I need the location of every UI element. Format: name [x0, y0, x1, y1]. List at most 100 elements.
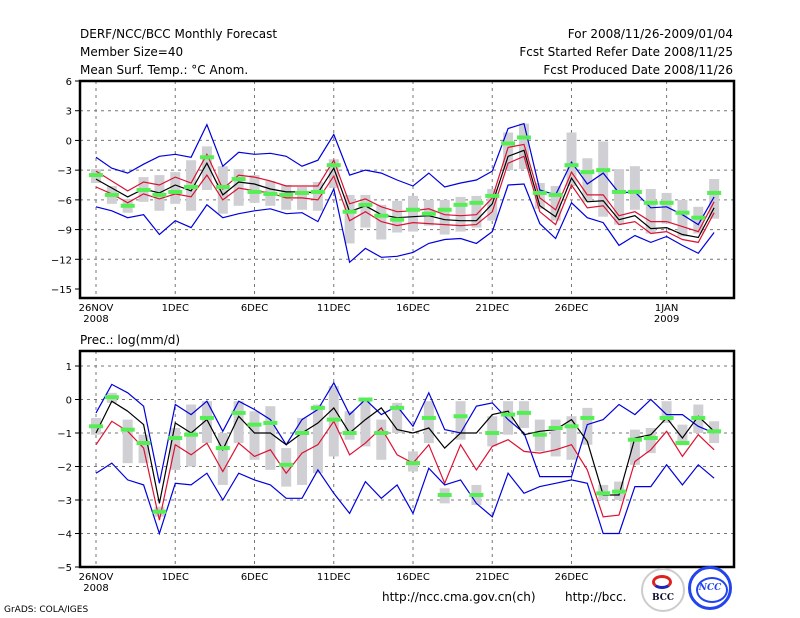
spread-bar — [598, 141, 609, 217]
series-line-max — [95, 381, 715, 484]
spread-bar — [566, 132, 577, 186]
median-marker — [310, 405, 325, 410]
median-marker — [516, 135, 531, 140]
median-marker — [215, 446, 230, 451]
y-tick-label: 3 — [66, 107, 72, 118]
x-tick-label: 21DEC — [475, 572, 509, 583]
series-line-lower — [95, 420, 715, 521]
median-marker — [707, 190, 722, 195]
median-marker — [231, 177, 246, 182]
y-tick-label: 6 — [66, 77, 72, 88]
spread-bar — [503, 132, 514, 171]
series-line-mean — [95, 149, 715, 239]
ncc-url-link[interactable]: http://ncc.cma.gov.cn(ch) — [382, 590, 536, 604]
spread-bar — [455, 196, 466, 232]
median-marker — [295, 190, 310, 195]
median-marker — [453, 414, 468, 419]
member-size-label: Member Size=40 — [80, 45, 184, 59]
median-marker — [120, 203, 135, 208]
median-marker — [279, 462, 294, 467]
precip-panel-title: Prec.: log(mm/d) — [80, 333, 181, 347]
x-tick-label: 26DEC — [555, 303, 589, 314]
median-marker — [247, 422, 262, 427]
median-marker — [659, 415, 674, 420]
x-tick-label: 26NOV — [79, 303, 114, 314]
median-marker — [184, 432, 199, 437]
median-marker — [199, 415, 214, 420]
spread-bar — [312, 404, 323, 474]
median-marker — [390, 405, 405, 410]
ncc-logo: NCC — [688, 566, 732, 610]
series-line-lower — [95, 155, 715, 244]
spread-bar — [281, 448, 292, 487]
median-marker — [596, 168, 611, 173]
spread-bar — [582, 158, 593, 202]
spread-bar — [344, 411, 355, 440]
x-tick-year-label: 2009 — [654, 314, 679, 325]
spread-bar — [693, 206, 704, 234]
median-marker — [612, 489, 627, 494]
spread-bar — [471, 195, 482, 228]
median-marker — [231, 410, 246, 415]
median-marker — [89, 424, 103, 429]
median-marker — [215, 184, 230, 189]
median-marker — [326, 417, 341, 422]
median-marker — [501, 141, 516, 146]
forecast-start-date: Fcst Started Refer Date 2008/11/25 — [519, 45, 733, 59]
median-marker — [501, 412, 516, 417]
spread-bar — [439, 199, 450, 235]
chart-title: DERF/NCC/BCC Monthly Forecast — [80, 27, 278, 41]
series-line-min — [95, 462, 715, 536]
spread-bar — [661, 192, 672, 224]
spread-bar — [661, 401, 672, 423]
median-marker — [374, 431, 389, 435]
x-tick-label: 1DEC — [162, 303, 189, 314]
median-marker — [374, 213, 389, 218]
grads-credit: GrADS: COLA/IGES — [4, 605, 89, 615]
median-marker — [469, 492, 484, 497]
median-marker — [643, 436, 658, 441]
x-tick-label: 6DEC — [241, 303, 268, 314]
x-tick-year-label: 2008 — [83, 314, 108, 325]
median-marker — [358, 397, 373, 402]
median-marker — [437, 492, 452, 497]
y-tick-label: −3 — [57, 496, 72, 507]
spread-bar — [170, 172, 181, 204]
bcc-logo-text: BCC — [651, 593, 675, 603]
series-line-upper — [95, 143, 715, 233]
y-tick-label: 0 — [66, 136, 72, 147]
median-marker — [627, 189, 642, 194]
median-marker — [596, 491, 611, 496]
median-marker — [453, 202, 468, 207]
spread-bar — [408, 195, 418, 232]
spread-bar — [487, 188, 498, 221]
median-marker — [580, 170, 595, 175]
spread-bar — [518, 123, 529, 170]
median-marker — [120, 427, 135, 432]
y-tick-label: −4 — [57, 530, 72, 541]
median-marker — [612, 189, 627, 194]
median-marker — [548, 192, 563, 197]
median-marker — [184, 184, 199, 189]
y-tick-label: 0 — [66, 396, 72, 407]
median-marker — [136, 441, 151, 446]
y-tick-label: −9 — [57, 226, 72, 237]
spread-bar — [645, 427, 656, 454]
ncc-logo-globe-icon — [696, 577, 728, 603]
bcc-logo: BCC — [641, 568, 685, 612]
bcc-url-link[interactable]: http://bcc. — [565, 590, 627, 604]
median-marker — [580, 415, 595, 420]
median-marker — [485, 193, 500, 198]
median-marker — [358, 202, 373, 207]
median-marker — [390, 217, 405, 222]
spread-bar — [550, 185, 561, 221]
median-marker — [326, 163, 341, 168]
spread-bar — [677, 424, 688, 444]
forecast-produced-date: Fcst Produced Date 2008/11/26 — [543, 63, 733, 77]
spread-bar — [265, 406, 276, 470]
bcc-logo-swirl-icon — [652, 575, 672, 589]
median-marker — [564, 163, 579, 168]
y-tick-label: −3 — [57, 166, 72, 177]
